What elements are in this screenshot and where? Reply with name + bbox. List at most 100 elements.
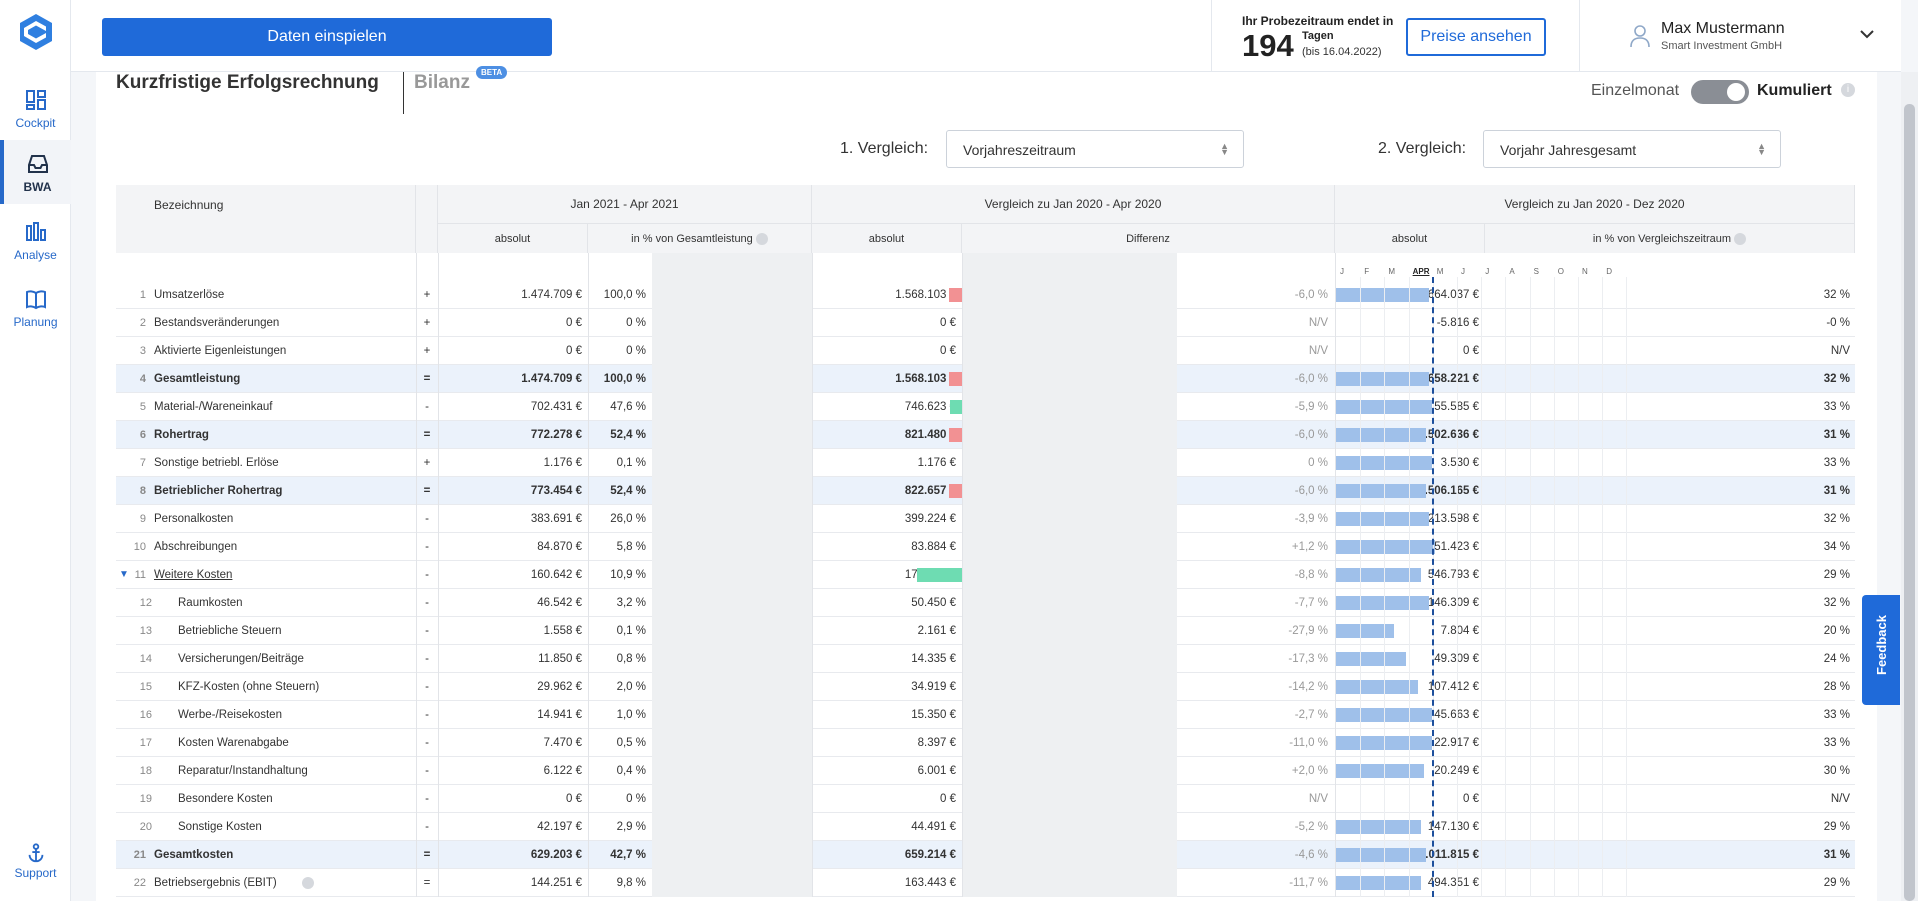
value-absolut: 84.870 € bbox=[537, 541, 582, 553]
value-percent-year: N/V bbox=[1830, 345, 1850, 357]
value-absolut-prev: 8.397 € bbox=[917, 737, 956, 749]
bar-chart-icon bbox=[25, 222, 46, 241]
year-percent-bar bbox=[1335, 456, 1433, 470]
comparison-1-select[interactable]: Vorjahreszeitraum ▲ ▼ bbox=[946, 130, 1244, 168]
value-percent-year: 30 % bbox=[1823, 765, 1850, 777]
subheader-absolut-2: absolut bbox=[812, 223, 962, 253]
row-label: Reparatur/Instandhaltung bbox=[178, 765, 308, 777]
row-label[interactable]: Weitere Kosten bbox=[154, 569, 233, 581]
value-percent-year: 20 % bbox=[1823, 625, 1850, 637]
view-prices-button[interactable]: Preise ansehen bbox=[1406, 18, 1546, 56]
cumulative-toggle[interactable] bbox=[1691, 80, 1749, 104]
row-operator: - bbox=[425, 765, 429, 777]
value-absolut: 629.203 € bbox=[530, 849, 582, 861]
value-absolut-prev: 659.214 € bbox=[904, 849, 956, 861]
value-percent-year: -0 % bbox=[1826, 317, 1850, 329]
row-label: Sonstige betriebl. Erlöse bbox=[154, 457, 279, 469]
subheader-percent-3: in % von Vergleichszeitraum bbox=[1485, 223, 1855, 253]
value-percent: 3,2 % bbox=[616, 597, 646, 609]
row-number: 8 bbox=[139, 485, 146, 497]
row-label: KFZ-Kosten (ohne Steuern) bbox=[178, 681, 320, 693]
column-divider bbox=[588, 253, 589, 897]
user-menu[interactable]: Max Mustermann Smart Investment GmbH bbox=[1601, 0, 1901, 72]
value-difference-percent: -7,7 % bbox=[1294, 597, 1328, 609]
value-difference-percent: -14,2 % bbox=[1288, 681, 1328, 693]
year-percent-bar bbox=[1335, 288, 1430, 302]
app-logo-icon[interactable] bbox=[20, 14, 52, 50]
value-difference-percent: -6,0 % bbox=[1294, 485, 1328, 497]
value-absolut: 14.941 € bbox=[537, 709, 582, 721]
value-percent-year: 32 % bbox=[1823, 373, 1850, 385]
header-operator bbox=[416, 185, 438, 253]
column-divider bbox=[962, 253, 963, 897]
cockpit-icon bbox=[25, 90, 46, 110]
tab-kurzfristige-erfolgsrechnung[interactable]: Kurzfristige Erfolgsrechnung bbox=[116, 72, 379, 93]
select-arrows-icon: ▲ ▼ bbox=[1220, 141, 1229, 157]
value-percent-year: N/V bbox=[1830, 793, 1850, 805]
value-absolut-prev: 0 € bbox=[940, 317, 956, 329]
value-percent-year: 33 % bbox=[1823, 709, 1850, 721]
value-absolut-prev: 50.450 € bbox=[911, 597, 956, 609]
scrollbar[interactable] bbox=[1901, 72, 1918, 901]
row-label: Betrieblicher Rohertrag bbox=[154, 485, 283, 497]
info-icon[interactable] bbox=[302, 877, 314, 889]
comparison-2-select[interactable]: Vorjahr Jahresgesamt ▲ ▼ bbox=[1483, 130, 1781, 168]
value-percent-year: 33 % bbox=[1823, 457, 1850, 469]
nav-item-support[interactable]: Support bbox=[0, 842, 71, 880]
toggle-label-single-month[interactable]: Einzelmonat bbox=[1591, 82, 1680, 99]
anchor-icon bbox=[28, 843, 43, 863]
value-absolut: 160.642 € bbox=[530, 569, 582, 581]
row-operator: - bbox=[425, 597, 429, 609]
value-absolut: 1.474.709 € bbox=[521, 373, 582, 385]
value-absolut-prev: 6.001 € bbox=[917, 765, 956, 777]
value-difference-percent: -5,9 % bbox=[1294, 401, 1328, 413]
value-difference-percent: N/V bbox=[1308, 345, 1328, 357]
nav-item-bwa[interactable]: BWA bbox=[0, 140, 71, 204]
month-tick bbox=[1626, 277, 1628, 897]
info-icon[interactable] bbox=[755, 233, 768, 246]
row-number: 17 bbox=[139, 737, 152, 749]
value-absolut-year: 0 € bbox=[1463, 345, 1479, 357]
value-absolut: 383.691 € bbox=[530, 513, 582, 525]
value-absolut: 0 € bbox=[566, 793, 582, 805]
feedback-tab[interactable]: Feedback bbox=[1862, 595, 1900, 705]
year-percent-bar bbox=[1335, 876, 1421, 890]
scrollbar-thumb[interactable] bbox=[1904, 104, 1915, 901]
value-absolut-year: 107.412 € bbox=[1427, 681, 1479, 693]
subheader-absolut-3: absolut bbox=[1335, 223, 1485, 253]
month-label: J bbox=[1485, 267, 1490, 276]
value-percent: 42,7 % bbox=[610, 849, 646, 861]
value-difference-percent: -2,7 % bbox=[1294, 709, 1328, 721]
row-label: Versicherungen/Beiträge bbox=[178, 653, 304, 665]
value-absolut: 1.474.709 € bbox=[521, 289, 582, 301]
nav-item-analyse[interactable]: Analyse bbox=[0, 208, 71, 272]
info-icon[interactable]: i bbox=[1841, 83, 1855, 97]
row-operator: - bbox=[425, 653, 429, 665]
nav-item-planung[interactable]: Planung bbox=[0, 275, 71, 339]
value-absolut-prev: 746.623 € bbox=[904, 401, 956, 413]
month-label: O bbox=[1557, 267, 1565, 276]
value-absolut: 42.197 € bbox=[537, 821, 582, 833]
value-absolut: 1.176 € bbox=[543, 457, 582, 469]
chevron-down-icon[interactable] bbox=[1859, 28, 1875, 40]
value-percent: 0,5 % bbox=[616, 737, 646, 749]
value-absolut: 29.962 € bbox=[537, 681, 582, 693]
row-operator: - bbox=[425, 625, 429, 637]
month-label: A bbox=[1509, 267, 1515, 276]
tab-bilanz[interactable]: Bilanz bbox=[414, 72, 470, 93]
expand-caret-icon[interactable]: ▼ bbox=[119, 569, 129, 580]
value-percent: 0 % bbox=[626, 793, 646, 805]
year-percent-bar bbox=[1335, 736, 1433, 750]
value-percent-year: 31 % bbox=[1823, 485, 1850, 497]
nav-item-cockpit[interactable]: Cockpit bbox=[0, 76, 71, 140]
import-data-button[interactable]: Daten einspielen bbox=[102, 18, 552, 56]
value-difference-percent: -17,3 % bbox=[1288, 653, 1328, 665]
row-operator: - bbox=[425, 709, 429, 721]
header-comparison-1: Vergleich zu Jan 2020 - Apr 2020 bbox=[812, 185, 1335, 223]
year-percent-bar bbox=[1335, 400, 1433, 414]
toggle-label-cumulative[interactable]: Kumuliert bbox=[1757, 82, 1832, 99]
main-content: Kurzfristige Erfolgsrechnung Bilanz BETA… bbox=[96, 66, 1877, 901]
month-tick bbox=[1408, 277, 1410, 897]
info-icon[interactable] bbox=[1734, 233, 1747, 246]
row-label: Werbe-/Reisekosten bbox=[178, 709, 282, 721]
